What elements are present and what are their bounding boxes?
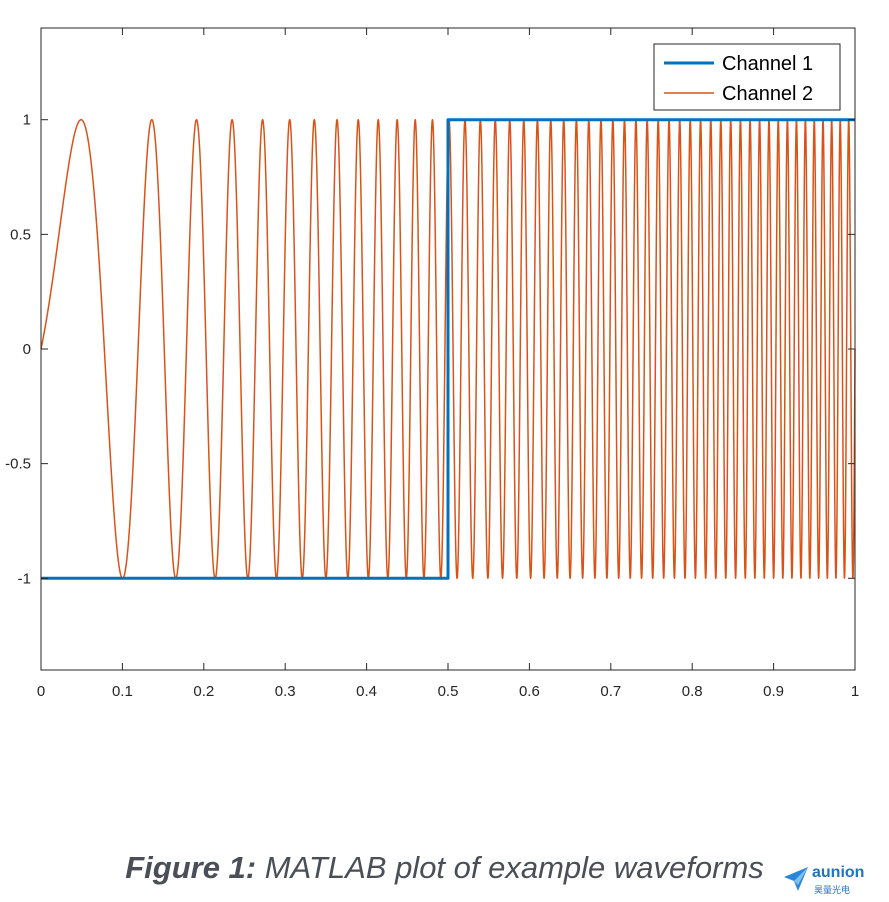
caption-label: Figure 1: (125, 850, 257, 885)
legend-label-channel-1: Channel 1 (722, 53, 813, 75)
x-tick-label: 0.5 (438, 683, 459, 700)
x-tick-label: 0.2 (193, 683, 214, 700)
series-line-channel-1 (41, 118, 855, 580)
y-tick-label: -0.5 (5, 456, 31, 473)
x-tick-label: 0.8 (682, 683, 703, 700)
watermark-logo: aunion 昊量光电 (782, 862, 882, 896)
x-tick-label: 1 (851, 683, 859, 700)
y-tick-label: 0.5 (10, 226, 31, 243)
x-tick-label: 0.6 (519, 683, 540, 700)
paper-plane-icon (784, 867, 808, 891)
figure-caption: Figure 1: MATLAB plot of example wavefor… (0, 850, 889, 886)
x-tick-label: 0.9 (763, 683, 784, 700)
y-tick-label: 1 (23, 112, 31, 129)
caption-text: MATLAB plot of example waveforms (256, 850, 764, 885)
ticks-layer: 0 0.1 0.2 0.3 0.4 0.5 0.6 0.7 0.8 0.9 1 -1 -0.5 0 0.5 1 (5, 28, 859, 700)
x-tick-label: 0.3 (275, 683, 296, 700)
legend-label-channel-2: Channel 2 (722, 83, 813, 105)
x-tick-label: 0.7 (600, 683, 621, 700)
watermark-sub: 昊量光电 (814, 886, 851, 896)
legend: Channel 1 Channel 2 (653, 43, 841, 111)
x-tick-label: 0.4 (356, 683, 377, 700)
watermark-brand: aunion (812, 864, 865, 881)
y-tick-label: -1 (18, 570, 31, 587)
legend-box (653, 43, 841, 111)
x-tick-label: 0 (37, 683, 45, 700)
series-layer (40, 118, 856, 580)
chart: 0 0.1 0.2 0.3 0.4 0.5 0.6 0.7 0.8 0.9 1 -1 -0.5 0 0.5 1… (5, 27, 859, 700)
y-tick-label: 0 (23, 341, 31, 358)
x-tick-label: 0.1 (112, 683, 133, 700)
